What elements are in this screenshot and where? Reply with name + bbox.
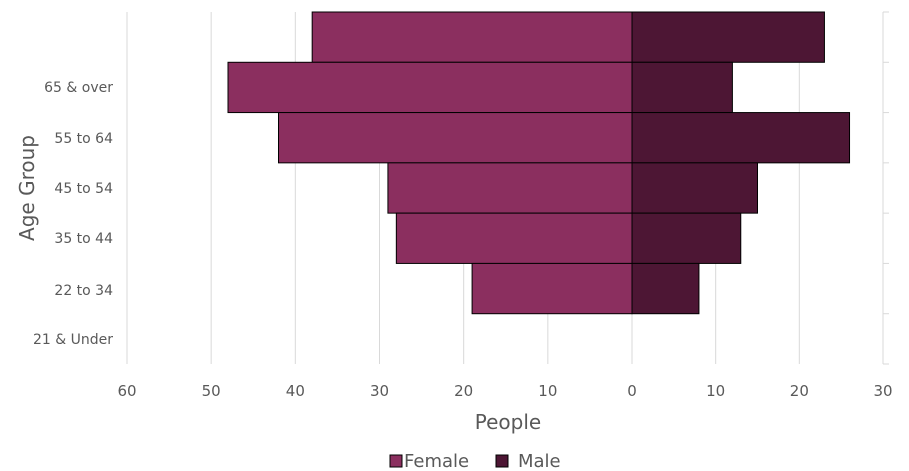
x-tick-label: 10 xyxy=(538,382,557,400)
right-axis xyxy=(882,11,889,365)
bar-female xyxy=(471,262,633,315)
bar-female xyxy=(227,61,633,114)
category-labels: 65 & over 55 to 64 45 to 54 35 to 44 22 to 3… xyxy=(33,80,113,348)
category-label: 22 to 34 xyxy=(54,283,113,299)
bar-male xyxy=(631,212,742,264)
x-tick-labels: 60 50 40 30 20 10 0 10 20 30 xyxy=(117,382,892,400)
x-tick-label: 40 xyxy=(286,382,305,400)
x-tick-label: 0 xyxy=(627,382,637,400)
bar-female xyxy=(278,112,633,164)
legend: Female Male xyxy=(389,451,561,471)
legend-label-female: Female xyxy=(404,451,469,471)
legend-label-male: Male xyxy=(518,451,561,471)
bar-male xyxy=(631,262,700,315)
x-tick-label: 20 xyxy=(454,382,473,400)
legend-swatch-male xyxy=(495,454,509,468)
bar-female xyxy=(311,11,633,63)
category-label: 35 to 44 xyxy=(54,231,113,247)
bar-male xyxy=(631,61,733,114)
x-tick-label: 10 xyxy=(706,382,725,400)
x-tick-label: 50 xyxy=(202,382,221,400)
bar-male xyxy=(631,112,851,164)
x-axis-title: People xyxy=(475,410,541,434)
x-tick-label: 60 xyxy=(117,382,136,400)
bar-female xyxy=(387,162,633,214)
bar-male xyxy=(631,11,825,63)
category-label: 45 to 54 xyxy=(54,181,113,197)
bars xyxy=(227,11,851,315)
category-label: 21 & Under xyxy=(33,332,113,348)
x-tick-label: 30 xyxy=(873,382,892,400)
y-axis-title: Age Group xyxy=(15,135,39,241)
legend-swatch-female xyxy=(389,454,403,468)
x-tick-label: 20 xyxy=(790,382,809,400)
x-tick-label: 30 xyxy=(370,382,389,400)
category-label: 65 & over xyxy=(44,80,113,96)
bar-female xyxy=(395,212,633,264)
bar-male xyxy=(631,162,758,214)
category-label: 55 to 64 xyxy=(54,131,113,147)
